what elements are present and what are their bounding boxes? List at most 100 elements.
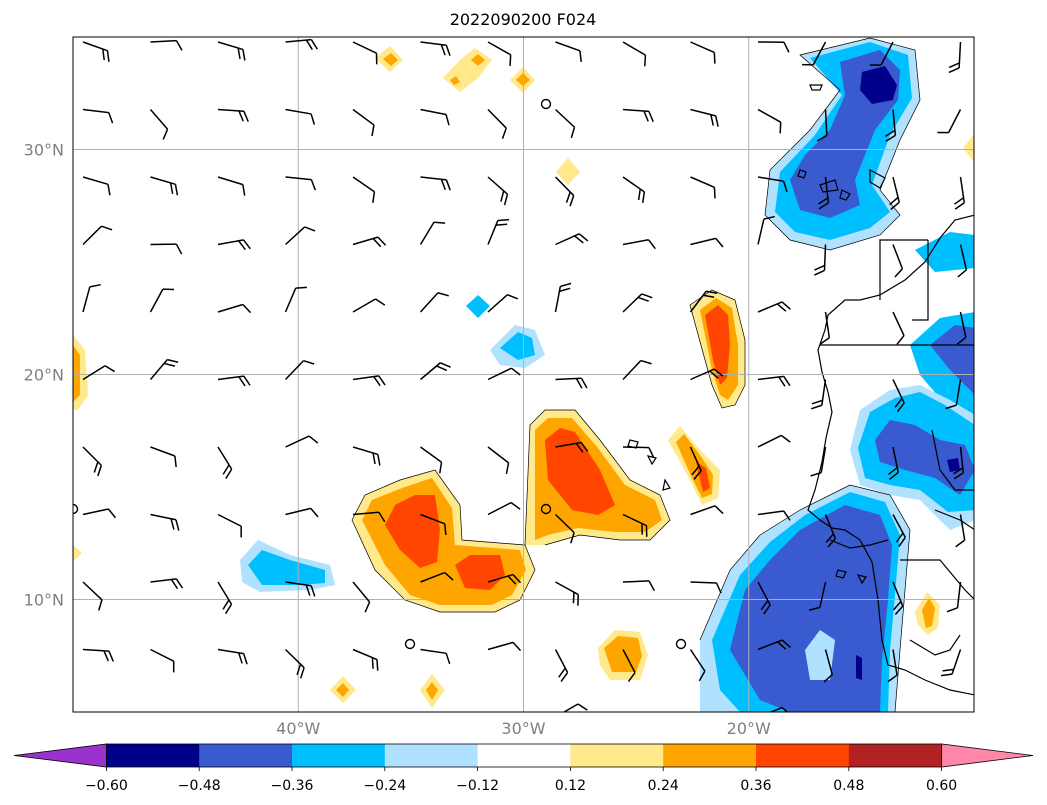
wind-barb — [555, 377, 588, 389]
wind-barb — [217, 239, 251, 251]
wind-barb — [690, 581, 722, 594]
wind-barb — [620, 717, 653, 735]
wind-barb — [217, 513, 242, 538]
wind-barb — [622, 513, 648, 537]
colorbar-bin — [384, 744, 479, 767]
wind-barb — [352, 236, 387, 248]
coastline-segment — [797, 169, 807, 179]
coastline-segment — [819, 179, 839, 193]
coastline-segment — [879, 239, 928, 300]
wind-barb — [554, 649, 569, 683]
wind-barb — [284, 648, 305, 679]
wind-barb — [215, 717, 248, 736]
wind-barb — [810, 446, 827, 477]
wind-barb — [555, 581, 580, 606]
latitude-labels: 30°N 20°N 10°N — [24, 141, 64, 610]
wind-barb — [622, 446, 655, 459]
colorbar-bin — [848, 744, 943, 767]
wind-barb — [757, 639, 792, 651]
colorbar-over-extension — [941, 743, 1034, 768]
wind-barb — [892, 311, 905, 345]
wind-barb — [352, 375, 386, 387]
wind-barb — [217, 581, 233, 615]
colorbar-tick-label: 0.48 — [833, 778, 864, 794]
lat-tick-label: 20°N — [24, 366, 64, 385]
wind-barb — [416, 717, 448, 741]
wind-barb — [689, 649, 706, 682]
wind-barb — [946, 581, 962, 613]
wind-barb — [554, 176, 575, 207]
colorbar-tick-label: −0.24 — [363, 778, 406, 794]
wind-barb — [554, 513, 575, 544]
wind-barb — [757, 375, 791, 387]
wind-barb — [956, 311, 967, 345]
wind-barb — [150, 446, 177, 468]
wind-barb — [487, 108, 507, 139]
wind-barb — [419, 292, 449, 313]
coastline-segment — [912, 240, 929, 321]
wind-barb — [420, 41, 451, 56]
map-frame — [72, 36, 975, 713]
wind-barb — [217, 648, 248, 665]
contour-line — [699, 484, 911, 712]
contour-region — [604, 636, 642, 672]
colorbar-bin — [756, 744, 850, 767]
wind-barb — [757, 510, 791, 521]
wind-barb — [150, 578, 184, 590]
wind-barb — [757, 706, 792, 712]
colorbar-bin — [292, 744, 386, 767]
contour-region — [696, 462, 710, 492]
wind-barb — [622, 239, 656, 250]
contour-region — [73, 345, 80, 402]
lat-tick-label: 10°N — [24, 591, 64, 610]
colorbar-tick-label: −0.12 — [456, 778, 499, 794]
wind-barb — [487, 573, 522, 585]
wind-barbs — [73, 38, 968, 747]
lon-tick-label: 40°W — [276, 719, 320, 738]
wind-barb — [217, 375, 251, 387]
wind-barb — [892, 514, 906, 547]
wind-barb — [892, 244, 904, 278]
wind-barb — [420, 176, 451, 191]
coastline-segment — [856, 574, 867, 585]
map-panel[interactable] — [69, 36, 976, 750]
wind-barb — [622, 293, 653, 313]
colorbar-tick-label: 0.24 — [648, 778, 679, 794]
contour-line — [689, 289, 746, 409]
contour-region — [248, 550, 325, 585]
wind-barb — [149, 288, 175, 313]
longitude-labels: 40°W 30°W 20°W — [276, 719, 771, 738]
wind-barb — [285, 435, 319, 448]
wind-barb — [487, 641, 522, 652]
contour-region — [947, 458, 960, 472]
wind-barb — [757, 108, 782, 134]
wind-barb — [487, 218, 510, 245]
wind-barb — [690, 368, 724, 381]
wind-barb — [757, 301, 791, 313]
wind-barb — [285, 108, 316, 125]
wind-barb — [555, 41, 582, 63]
coastlines — [627, 84, 974, 696]
wind-barb — [936, 712, 960, 744]
colorbar-bin — [570, 744, 664, 767]
contour-region — [385, 495, 440, 568]
wind-barb — [689, 446, 702, 480]
contour-line — [764, 37, 921, 251]
wind-barb — [818, 176, 830, 210]
wind-barb — [150, 513, 180, 531]
wind-barb — [217, 446, 233, 480]
contour-region — [805, 630, 835, 680]
coastline-segment — [839, 189, 851, 201]
wind-barb — [285, 581, 316, 597]
wind-barb — [757, 434, 791, 448]
wind-barb — [217, 176, 246, 196]
contour-region — [556, 158, 580, 185]
wind-barb — [420, 648, 451, 665]
wind-barb — [757, 41, 790, 53]
coastline-segment — [809, 84, 823, 91]
wind-barb — [82, 225, 113, 246]
wind-barb — [285, 507, 319, 518]
wind-barb — [810, 715, 825, 747]
wind-barb — [869, 41, 894, 66]
wind-barb — [149, 109, 169, 140]
